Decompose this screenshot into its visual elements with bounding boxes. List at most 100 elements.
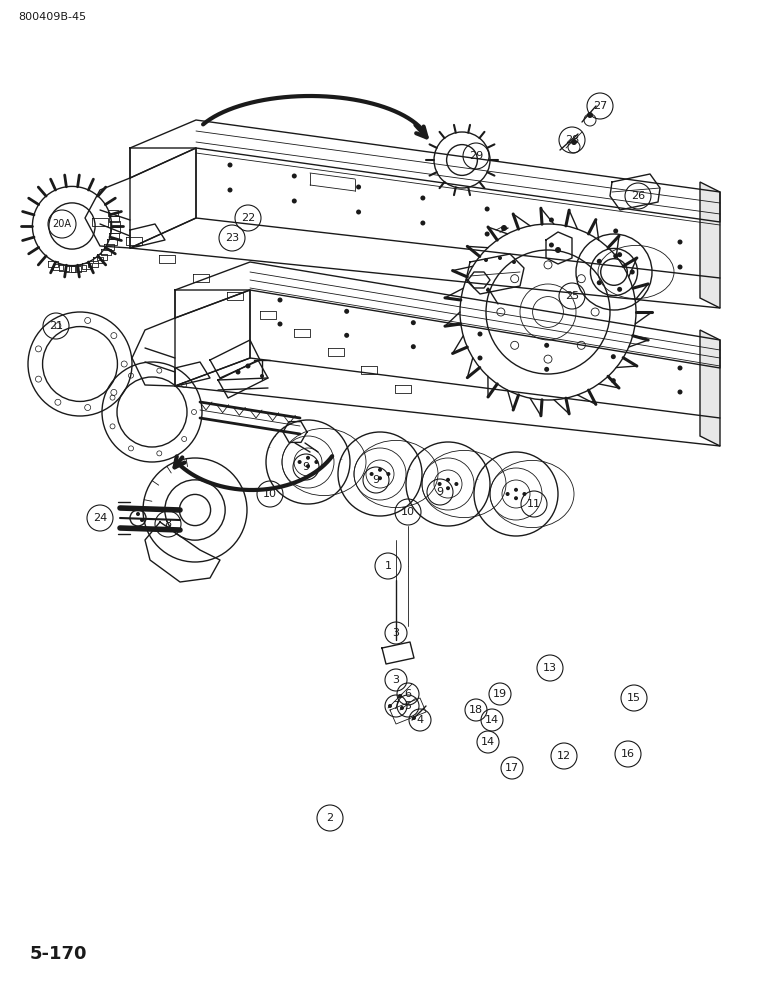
Text: 4: 4 <box>416 715 424 725</box>
Circle shape <box>277 322 283 326</box>
Circle shape <box>136 512 140 516</box>
Circle shape <box>611 378 616 383</box>
Text: 11: 11 <box>527 499 541 509</box>
Circle shape <box>611 354 616 359</box>
Text: 24: 24 <box>93 513 107 523</box>
Circle shape <box>544 355 552 363</box>
Text: 16: 16 <box>621 749 635 759</box>
Circle shape <box>297 460 302 464</box>
Text: 9: 9 <box>372 475 380 485</box>
Circle shape <box>485 232 489 236</box>
Text: 6: 6 <box>405 689 411 699</box>
Circle shape <box>613 253 618 258</box>
Circle shape <box>478 332 482 336</box>
Circle shape <box>314 460 318 464</box>
Circle shape <box>245 363 250 368</box>
Text: 10: 10 <box>263 489 277 499</box>
Circle shape <box>630 269 635 274</box>
Circle shape <box>678 239 682 244</box>
Circle shape <box>344 309 349 314</box>
Circle shape <box>512 260 516 264</box>
Circle shape <box>446 486 450 490</box>
Circle shape <box>277 298 283 302</box>
Text: 8: 8 <box>164 519 171 529</box>
Circle shape <box>549 218 554 223</box>
Circle shape <box>228 162 232 167</box>
Text: 3: 3 <box>392 675 399 685</box>
Circle shape <box>514 488 518 492</box>
Circle shape <box>484 258 488 262</box>
Circle shape <box>411 320 416 325</box>
Circle shape <box>587 112 593 118</box>
Circle shape <box>388 704 392 708</box>
Circle shape <box>356 210 361 215</box>
Circle shape <box>486 288 490 292</box>
Circle shape <box>571 139 577 145</box>
Circle shape <box>485 207 489 212</box>
Circle shape <box>387 472 391 476</box>
Text: 13: 13 <box>543 663 557 673</box>
Circle shape <box>292 198 296 204</box>
Circle shape <box>597 280 601 285</box>
Circle shape <box>617 287 622 292</box>
Text: 7: 7 <box>392 701 400 711</box>
Text: 28: 28 <box>565 135 579 145</box>
Circle shape <box>421 221 425 226</box>
Circle shape <box>140 518 144 522</box>
Text: 9: 9 <box>303 462 310 472</box>
Circle shape <box>501 225 507 231</box>
Text: 18: 18 <box>469 705 483 715</box>
Circle shape <box>511 341 519 349</box>
Circle shape <box>544 261 552 269</box>
Circle shape <box>235 369 241 374</box>
Circle shape <box>511 275 519 283</box>
Text: 19: 19 <box>493 689 507 699</box>
Circle shape <box>577 341 585 349</box>
Circle shape <box>378 468 382 472</box>
Text: 3: 3 <box>392 628 399 638</box>
Circle shape <box>344 333 349 338</box>
Text: 1: 1 <box>384 561 391 571</box>
Circle shape <box>455 482 459 486</box>
Circle shape <box>678 264 682 269</box>
Text: 25: 25 <box>565 291 579 301</box>
Circle shape <box>544 343 549 348</box>
Circle shape <box>356 184 361 190</box>
Circle shape <box>400 706 404 710</box>
Text: 14: 14 <box>481 737 495 747</box>
Circle shape <box>555 247 561 253</box>
Text: 14: 14 <box>485 715 499 725</box>
Circle shape <box>292 174 296 178</box>
Text: 20A: 20A <box>52 219 72 229</box>
Circle shape <box>523 492 527 496</box>
Circle shape <box>514 496 518 500</box>
Circle shape <box>678 365 682 370</box>
Circle shape <box>498 256 502 260</box>
Circle shape <box>260 374 264 378</box>
Circle shape <box>438 482 442 486</box>
Text: 26: 26 <box>631 191 645 201</box>
Text: 5: 5 <box>405 701 411 711</box>
Circle shape <box>398 694 402 698</box>
Text: 10: 10 <box>401 507 415 517</box>
Circle shape <box>478 356 482 360</box>
Text: 21: 21 <box>49 321 63 331</box>
Text: 800409B-45: 800409B-45 <box>18 12 86 22</box>
Text: 2: 2 <box>327 813 334 823</box>
Circle shape <box>412 716 416 720</box>
Circle shape <box>228 188 232 192</box>
Text: 9: 9 <box>436 487 444 497</box>
Circle shape <box>370 472 374 476</box>
Text: 23: 23 <box>225 233 239 243</box>
Circle shape <box>306 456 310 460</box>
Circle shape <box>678 389 682 394</box>
Polygon shape <box>700 330 720 446</box>
Polygon shape <box>700 182 720 308</box>
Text: 5-170: 5-170 <box>30 945 87 963</box>
Circle shape <box>613 229 618 233</box>
Circle shape <box>378 476 382 480</box>
Circle shape <box>617 252 622 257</box>
Text: 12: 12 <box>557 751 571 761</box>
Circle shape <box>506 492 510 496</box>
Circle shape <box>421 196 425 200</box>
